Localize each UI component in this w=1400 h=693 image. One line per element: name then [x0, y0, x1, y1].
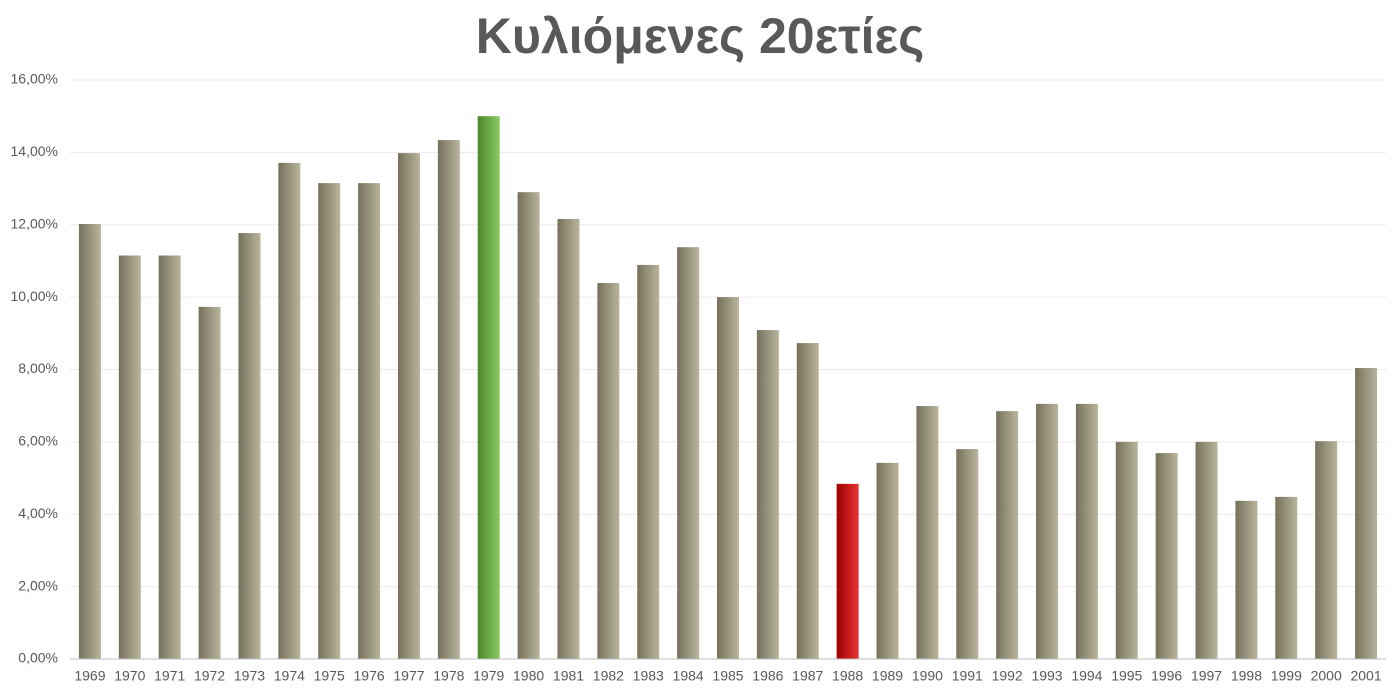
x-tick-label: 1984	[673, 668, 704, 684]
bar	[756, 330, 779, 659]
bar	[278, 162, 301, 659]
bar	[836, 483, 859, 659]
x-tick-label: 1988	[832, 668, 863, 684]
bar	[677, 247, 700, 659]
bar	[78, 224, 101, 659]
x-tick-label: 1980	[513, 668, 544, 684]
x-tick-label: 1987	[792, 668, 823, 684]
y-tick-label: 8,00%	[18, 360, 58, 376]
x-tick-label: 1996	[1151, 668, 1182, 684]
x-tick-label: 1971	[154, 668, 185, 684]
x-tick-label: 1979	[473, 668, 504, 684]
bar	[198, 306, 221, 659]
y-tick-label: 14,00%	[11, 143, 58, 159]
x-tick-label: 1998	[1231, 668, 1262, 684]
x-tick-label: 1969	[74, 668, 105, 684]
y-tick-label: 10,00%	[11, 288, 58, 304]
x-tick-label: 1992	[992, 668, 1023, 684]
x-tick-label: 1999	[1271, 668, 1302, 684]
bar	[996, 411, 1019, 659]
x-tick-label: 1989	[872, 668, 903, 684]
x-tick-label: 1974	[274, 668, 305, 684]
x-tick-label: 1970	[114, 668, 145, 684]
bar	[597, 283, 620, 659]
bar	[517, 192, 540, 659]
x-tick-label: 1990	[912, 668, 943, 684]
x-tick-label: 1972	[194, 668, 225, 684]
x-tick-label: 1977	[393, 668, 424, 684]
bar	[637, 264, 660, 659]
x-tick-label: 1983	[633, 668, 664, 684]
y-tick-label: 6,00%	[18, 433, 58, 449]
bar	[1155, 453, 1178, 659]
bar	[1235, 500, 1258, 659]
bar	[437, 140, 460, 660]
bar	[1115, 441, 1138, 659]
x-tick-label: 1978	[433, 668, 464, 684]
y-tick-label: 0,00%	[18, 650, 58, 666]
x-tick-label: 1994	[1071, 668, 1102, 684]
x-tick-label: 1975	[314, 668, 345, 684]
x-tick-label: 1985	[712, 668, 743, 684]
bar	[956, 449, 979, 659]
x-tick-label: 2001	[1350, 668, 1381, 684]
bar	[1195, 441, 1218, 659]
y-tick-label: 4,00%	[18, 505, 58, 521]
x-tick-label: 2000	[1311, 668, 1342, 684]
bar	[1075, 403, 1098, 659]
bar	[358, 183, 381, 659]
x-tick-label: 1981	[553, 668, 584, 684]
x-tick-label: 1995	[1111, 668, 1142, 684]
y-tick-label: 16,00%	[11, 71, 58, 87]
bar	[876, 462, 899, 659]
x-tick-label: 1976	[354, 668, 385, 684]
bar	[916, 406, 939, 659]
bar	[1355, 368, 1378, 659]
bar	[158, 255, 181, 659]
bar	[557, 218, 580, 659]
x-tick-label: 1982	[593, 668, 624, 684]
bar	[318, 183, 341, 659]
x-tick-label: 1986	[752, 668, 783, 684]
chart-title: Κυλιόμενες 20ετίες	[476, 8, 925, 64]
y-tick-label: 12,00%	[11, 215, 58, 231]
bar	[717, 297, 739, 659]
x-tick-label: 1997	[1191, 668, 1222, 684]
bar	[1315, 441, 1338, 659]
x-tick-label: 1991	[952, 668, 983, 684]
bar	[477, 116, 500, 659]
bar	[238, 233, 261, 659]
bar	[397, 153, 420, 659]
bar	[796, 343, 819, 659]
bar	[1036, 403, 1059, 659]
x-tick-label: 1993	[1031, 668, 1062, 684]
bar	[118, 255, 141, 659]
y-tick-label: 2,00%	[18, 577, 58, 593]
x-tick-label: 1973	[234, 668, 265, 684]
bar	[1275, 496, 1298, 659]
